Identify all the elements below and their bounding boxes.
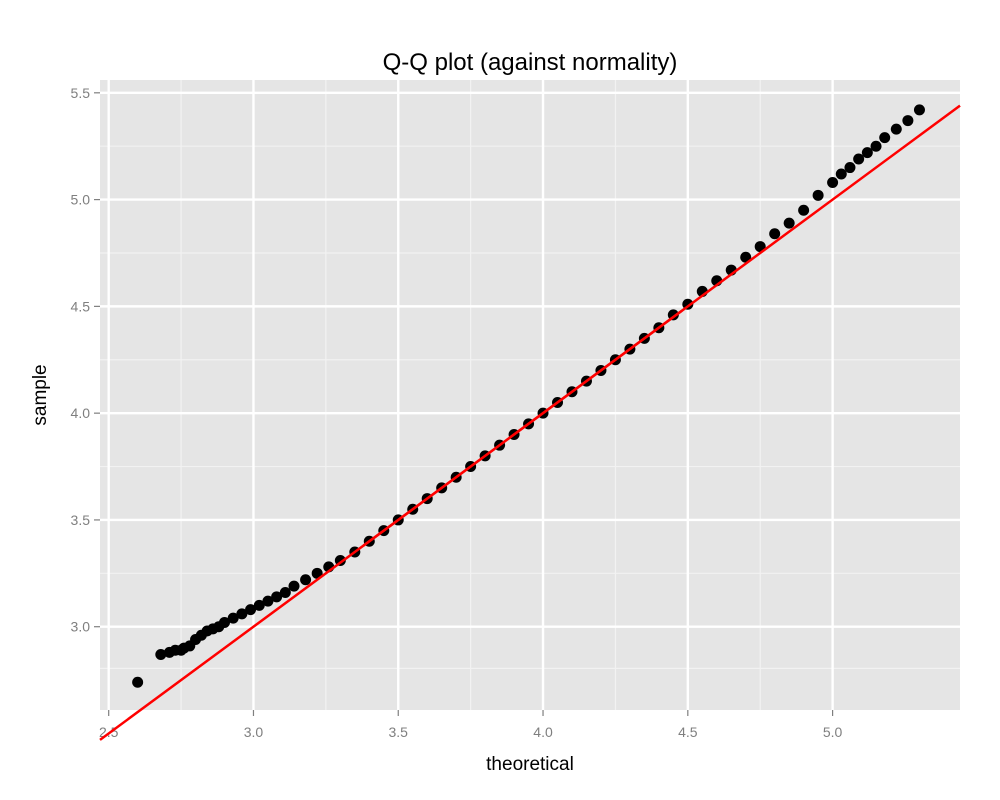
- sample-point: [288, 580, 300, 592]
- sample-point: [219, 616, 231, 628]
- reference-line-group: [99, 104, 961, 741]
- x-tick-label: 5.0: [823, 724, 843, 740]
- sample-point: [271, 591, 283, 603]
- sample-point: [783, 217, 795, 229]
- sample-point: [913, 104, 925, 116]
- y-tick-label: 5.0: [71, 192, 91, 208]
- sample-point: [132, 676, 144, 688]
- sample-point: [870, 140, 882, 152]
- x-tick-label: 4.0: [533, 724, 553, 740]
- y-tick-label: 3.5: [71, 512, 91, 528]
- x-tick-label: 3.5: [389, 724, 409, 740]
- plot-panel: [100, 80, 960, 710]
- x-tick-label: 4.5: [678, 724, 698, 740]
- sample-point: [835, 168, 847, 180]
- sample-point: [769, 228, 781, 240]
- y-axis-label: sample: [30, 364, 51, 425]
- sample-point: [236, 608, 248, 620]
- x-axis: 2.5 3.0 3.5 4.0 4.5 5.0: [99, 710, 843, 740]
- chart-title: Q-Q plot (against normality): [383, 49, 678, 76]
- sample-point: [262, 595, 274, 607]
- sample-point: [827, 177, 839, 189]
- sample-point: [879, 132, 891, 144]
- sample-point: [844, 162, 856, 174]
- minor-grid-lines: [100, 80, 960, 710]
- sample-point: [890, 123, 902, 135]
- sample-point: [279, 587, 291, 599]
- sample-point: [227, 612, 239, 624]
- x-tick-label: 3.0: [244, 724, 264, 740]
- y-tick-label: 4.5: [71, 298, 91, 314]
- x-axis-label: theoretical: [486, 754, 574, 775]
- sample-point: [300, 574, 312, 586]
- sample-point: [902, 115, 914, 127]
- y-tick-label: 4.0: [71, 405, 91, 421]
- sample-point: [798, 204, 810, 216]
- y-tick-label: 5.5: [71, 85, 91, 101]
- sample-point: [155, 648, 167, 660]
- major-grid-lines: [100, 80, 960, 710]
- sample-point: [754, 241, 766, 253]
- sample-point: [253, 599, 265, 611]
- y-tick-label: 3.0: [71, 619, 91, 635]
- sample-point: [245, 604, 257, 616]
- sample-point: [861, 147, 873, 159]
- sample-point: [311, 567, 323, 579]
- reference-line-overlay: [362, 309, 683, 547]
- sample-point: [740, 251, 752, 263]
- y-axis: 3.0 3.5 4.0 4.5 5.0 5.5: [71, 85, 100, 635]
- sample-point: [853, 153, 865, 165]
- sample-point: [812, 189, 824, 201]
